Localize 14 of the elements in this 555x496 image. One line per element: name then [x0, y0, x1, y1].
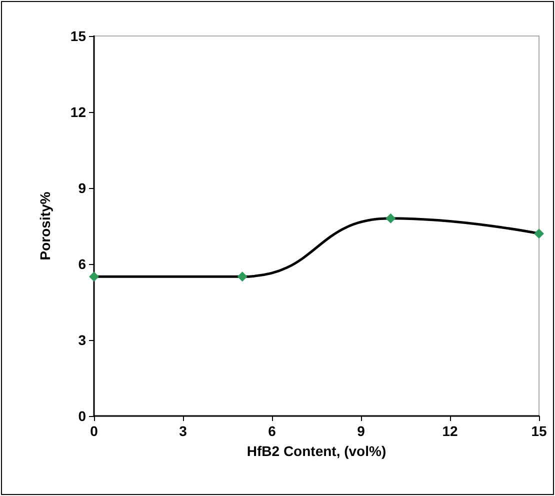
y-tick-label: 15 — [70, 28, 86, 44]
y-tick-label: 3 — [78, 332, 86, 348]
y-tick-label: 9 — [78, 180, 86, 196]
x-tick-label: 0 — [90, 423, 98, 439]
x-tick-label: 6 — [268, 423, 276, 439]
y-tick-label: 12 — [70, 104, 86, 120]
x-tick-label: 9 — [357, 423, 366, 439]
x-axis-title: HfB2 Content, (vol%) — [246, 443, 386, 459]
y-axis-title: Porosity% — [37, 191, 53, 260]
x-tick-label: 3 — [179, 423, 188, 439]
x-tick-label: 15 — [531, 423, 547, 439]
y-tick-label: 6 — [78, 256, 86, 272]
y-tick-label: 0 — [78, 408, 86, 424]
x-tick-label: 12 — [442, 423, 458, 439]
